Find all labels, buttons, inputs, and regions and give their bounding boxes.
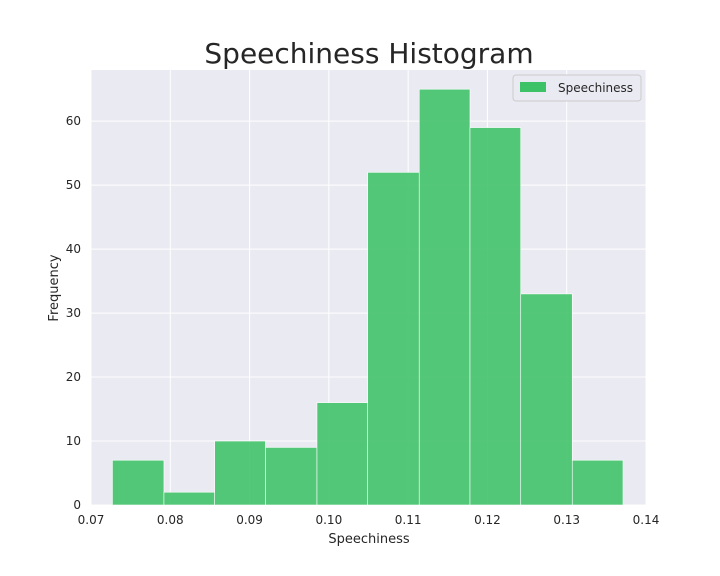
x-tick-label: 0.09 <box>236 513 263 527</box>
histogram-bar-3 <box>265 447 318 506</box>
y-tick-label: 10 <box>66 434 81 448</box>
histogram-bar-5 <box>367 172 420 506</box>
y-tick-label: 40 <box>66 242 81 256</box>
histogram-bar-4 <box>316 402 369 506</box>
legend: Speechiness <box>512 74 642 102</box>
legend-box <box>512 74 642 102</box>
histogram-bar-1 <box>163 491 215 506</box>
legend-label: Speechiness <box>558 81 633 95</box>
x-tick-label: 0.11 <box>395 513 422 527</box>
legend-swatch <box>520 82 546 92</box>
y-tick-label: 0 <box>73 498 81 512</box>
y-axis-label: Frequency <box>47 254 62 321</box>
histogram-bar-9 <box>571 459 624 506</box>
x-tick-labels: 0.07 0.08 0.09 0.10 0.11 0.12 0.13 0.14 <box>78 513 660 527</box>
histogram-bar-0 <box>112 459 165 506</box>
histogram-bar-6 <box>418 88 471 506</box>
y-tick-label: 30 <box>66 306 81 320</box>
y-tick-label: 50 <box>66 178 81 192</box>
x-tick-label: 0.08 <box>157 513 184 527</box>
y-tick-label: 60 <box>66 114 81 128</box>
histogram-bar-7 <box>469 127 522 506</box>
y-tick-labels: 0 10 20 30 40 50 60 <box>66 114 81 512</box>
histogram-bar-8 <box>520 293 573 506</box>
chart-title: Speechiness Histogram <box>204 37 533 70</box>
x-tick-label: 0.10 <box>315 513 342 527</box>
x-tick-label: 0.07 <box>78 513 105 527</box>
histogram-bars <box>112 88 624 506</box>
x-axis-label: Speechiness <box>328 532 410 547</box>
x-tick-label: 0.12 <box>474 513 501 527</box>
y-tick-label: 20 <box>66 370 81 384</box>
x-tick-label: 0.13 <box>553 513 580 527</box>
x-tick-label: 0.14 <box>633 513 660 527</box>
histogram-bar-2 <box>214 440 266 506</box>
